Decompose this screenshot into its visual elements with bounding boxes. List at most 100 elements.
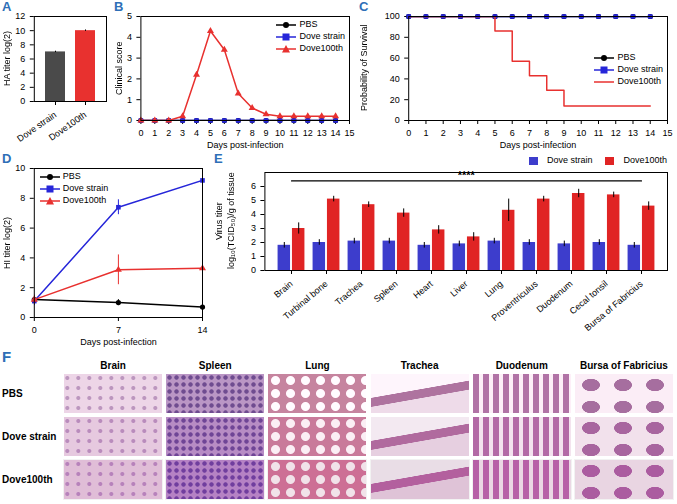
svg-text:Bursa of Fabricius: Bursa of Fabricius <box>583 278 645 333</box>
html-text:A: A <box>2 0 12 14</box>
html-text:Dove100th: Dove100th <box>617 76 661 87</box>
svg-text:1: 1 <box>127 95 132 105</box>
svg-text:****: **** <box>458 169 476 181</box>
html-text:Virus titer log₁₀(TCID₅₀)/g of: Virus titer log₁₀(TCID₅₀)/g of tissue <box>214 172 236 270</box>
svg-text:7: 7 <box>116 325 121 335</box>
svg-text:Dove100th: Dove100th <box>47 110 88 143</box>
svg-text:4: 4 <box>127 32 132 42</box>
html-text:Dove100th: Dove100th <box>2 474 53 485</box>
svg-text:4: 4 <box>475 128 480 138</box>
svg-text:4: 4 <box>194 128 199 138</box>
svg-text:12: 12 <box>611 128 621 138</box>
svg-text:8: 8 <box>20 193 25 203</box>
svg-text:15: 15 <box>344 128 354 138</box>
svg-text:Days post-infection: Days post-infection <box>80 337 157 347</box>
svg-text:14: 14 <box>331 128 341 138</box>
svg-text:1: 1 <box>423 128 428 138</box>
svg-text:8: 8 <box>250 128 255 138</box>
svg-text:Duodenum: Duodenum <box>534 278 575 315</box>
svg-text:13: 13 <box>628 128 638 138</box>
svg-text:0: 0 <box>251 265 256 275</box>
svg-text:3: 3 <box>458 128 463 138</box>
html-text:Bursa of Fabricius: Bursa of Fabricius <box>580 360 668 371</box>
svg-text:1: 1 <box>152 128 157 138</box>
svg-text:Dove strain: Dove strain <box>15 109 59 144</box>
html-text:Duodenum: Duodenum <box>495 360 548 371</box>
svg-text:3: 3 <box>180 128 185 138</box>
svg-text:8: 8 <box>544 128 549 138</box>
svg-text:5: 5 <box>251 195 256 205</box>
svg-text:6: 6 <box>20 54 25 64</box>
svg-text:Cecal tonsil: Cecal tonsil <box>567 278 610 317</box>
svg-text:12: 12 <box>15 11 25 21</box>
svg-text:6: 6 <box>510 128 515 138</box>
svg-text:Days post-infection: Days post-infection <box>500 140 577 150</box>
svg-text:2: 2 <box>20 283 25 293</box>
svg-text:9: 9 <box>561 128 566 138</box>
svg-text:5: 5 <box>492 128 497 138</box>
svg-text:100: 100 <box>385 11 400 21</box>
svg-text:14: 14 <box>197 325 207 335</box>
svg-text:11: 11 <box>289 128 298 138</box>
svg-text:1: 1 <box>251 251 256 261</box>
html-text:Dove strain: Dove strain <box>2 431 57 442</box>
svg-text:0: 0 <box>32 325 37 335</box>
html-text:PBS: PBS <box>2 388 23 399</box>
svg-text:11: 11 <box>594 128 603 138</box>
svg-text:13: 13 <box>317 128 327 138</box>
svg-text:80: 80 <box>390 32 400 42</box>
svg-text:2: 2 <box>441 128 446 138</box>
svg-text:5: 5 <box>127 11 132 21</box>
svg-text:0: 0 <box>127 115 132 125</box>
html-text:PBS: PBS <box>617 52 636 63</box>
html-text:Trachea: Trachea <box>400 360 439 371</box>
svg-text:2: 2 <box>127 74 132 84</box>
svg-text:6: 6 <box>20 223 25 233</box>
svg-text:6: 6 <box>251 181 256 191</box>
svg-text:8: 8 <box>20 40 25 50</box>
svg-text:2: 2 <box>251 237 256 247</box>
svg-text:Days post-infection: Days post-infection <box>207 140 284 150</box>
svg-text:4: 4 <box>20 68 25 78</box>
svg-text:Brain: Brain <box>272 279 295 300</box>
html-text:Clinical score: Clinical score <box>114 41 124 95</box>
svg-text:0: 0 <box>395 115 400 125</box>
svg-text:Lung: Lung <box>483 279 505 300</box>
svg-text:60: 60 <box>390 53 400 63</box>
svg-text:0: 0 <box>20 312 25 322</box>
svg-text:3: 3 <box>127 53 132 63</box>
svg-text:10: 10 <box>15 163 25 173</box>
svg-text:6: 6 <box>222 128 227 138</box>
html-text:Brain: Brain <box>100 360 126 371</box>
svg-text:10: 10 <box>275 128 285 138</box>
svg-text:3: 3 <box>251 223 256 233</box>
svg-text:10: 10 <box>15 26 25 36</box>
svg-text:4: 4 <box>251 209 256 219</box>
svg-text:10: 10 <box>576 128 586 138</box>
svg-text:12: 12 <box>303 128 313 138</box>
html-text:Spleen: Spleen <box>198 360 232 371</box>
svg-text:5: 5 <box>208 128 213 138</box>
svg-text:0: 0 <box>406 128 411 138</box>
svg-text:Turbinal bone: Turbinal bone <box>281 279 329 322</box>
svg-text:7: 7 <box>527 128 532 138</box>
svg-text:Trachea: Trachea <box>333 279 364 308</box>
html-text:Dove strain: Dove strain <box>617 64 663 75</box>
svg-text:20: 20 <box>390 95 400 105</box>
svg-text:Heart: Heart <box>411 278 435 300</box>
svg-text:40: 40 <box>390 74 400 84</box>
svg-text:0: 0 <box>138 128 143 138</box>
svg-text:2: 2 <box>166 128 171 138</box>
svg-text:Proventriculus: Proventriculus <box>490 278 540 323</box>
html-text:HA titer log(2): HA titer log(2) <box>2 31 12 86</box>
svg-text:15: 15 <box>662 128 672 138</box>
svg-text:9: 9 <box>264 128 269 138</box>
svg-text:14: 14 <box>645 128 655 138</box>
svg-text:2: 2 <box>20 82 25 92</box>
html-text:Lung: Lung <box>305 360 330 371</box>
svg-text:4: 4 <box>20 253 25 263</box>
svg-text:0: 0 <box>20 96 25 106</box>
svg-text:Liver: Liver <box>448 279 469 299</box>
svg-text:7: 7 <box>236 128 241 138</box>
svg-text:Spleen: Spleen <box>372 279 400 305</box>
